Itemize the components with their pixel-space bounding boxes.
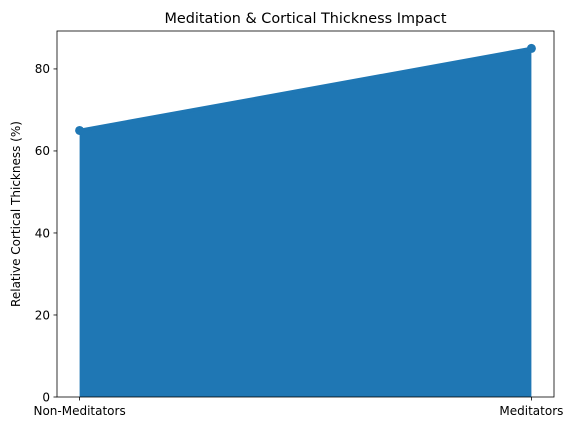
series-line: [79, 46, 532, 133]
x-axis: Non-Meditators Meditators: [33, 397, 563, 418]
y-tick-label-1: 20: [35, 308, 50, 322]
x-tick-label-0: Non-Meditators: [33, 404, 125, 418]
axes-frame: [56, 30, 555, 398]
y-axis: 0 20 40 60 80: [35, 62, 57, 404]
x-tick-label-1: Meditators: [499, 404, 563, 418]
series-markers: [75, 43, 536, 135]
data-point-1: [526, 43, 536, 53]
data-point-0: [75, 125, 85, 135]
area-fill: [79, 48, 532, 398]
y-tick-label-3: 60: [35, 144, 50, 158]
y-tick-label-0: 0: [42, 390, 50, 404]
chart-title: Meditation & Cortical Thickness Impact: [165, 11, 447, 27]
plot-area: [75, 43, 536, 398]
y-tick-label-4: 80: [35, 62, 50, 76]
y-axis-title: Relative Cortical Thickness (%): [9, 121, 23, 307]
y-tick-label-2: 40: [35, 226, 50, 240]
